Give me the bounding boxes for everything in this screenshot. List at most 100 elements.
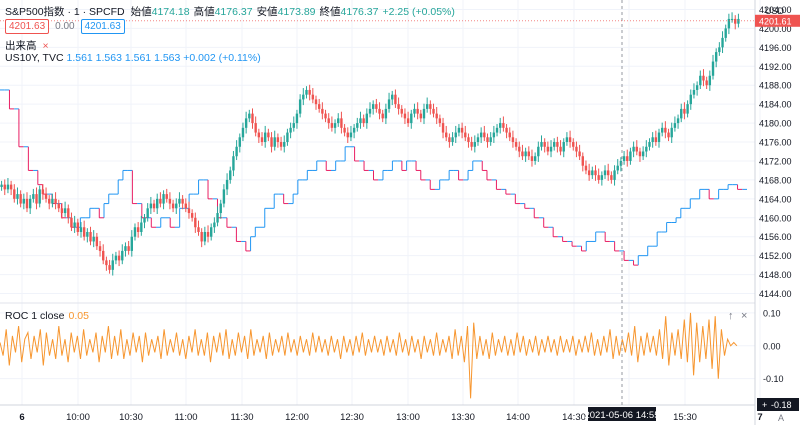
candle-body bbox=[302, 94, 305, 100]
candle-body bbox=[676, 118, 680, 124]
candle-body bbox=[702, 75, 705, 81]
candle-body bbox=[127, 246, 130, 251]
volume-label[interactable]: 出来高 bbox=[5, 40, 37, 52]
candle-body bbox=[194, 217, 197, 228]
candle-body bbox=[152, 203, 156, 209]
candle-body bbox=[130, 236, 134, 251]
time-tick-label: 15:30 bbox=[673, 412, 697, 423]
candle-body bbox=[540, 142, 543, 147]
candle-body bbox=[514, 142, 518, 147]
time-axis[interactable]: 6 10:00 10:30 11:00 11:30 12:00 12:30 13:00 13:3… bbox=[19, 412, 762, 423]
price-axis[interactable]: 4144.00 4148.00 4152.00 4156.00 4160.00 4164.… bbox=[759, 5, 792, 299]
time-tick-label: 13:30 bbox=[451, 412, 475, 423]
candle-body bbox=[537, 146, 540, 157]
candle-body bbox=[425, 104, 429, 109]
price-tick-label: 4160.00 bbox=[759, 213, 792, 223]
candle-body bbox=[632, 146, 635, 152]
grid-lines bbox=[0, 0, 761, 405]
candle-body bbox=[32, 194, 35, 199]
candle-body bbox=[622, 156, 626, 161]
symbol-title[interactable]: S&P500指数 · 1 · SPCFD bbox=[5, 6, 125, 18]
candle-body bbox=[486, 137, 489, 143]
candle-body bbox=[559, 146, 562, 152]
symbol-legend: S&P500指数 · 1 · SPCFD 始値4174.18 高値4176.37 安… bbox=[5, 4, 459, 19]
time-tick-label: 13:00 bbox=[396, 412, 420, 423]
candle-body bbox=[454, 132, 457, 138]
candle-body bbox=[263, 132, 267, 143]
candle-body bbox=[438, 118, 442, 124]
candle-body bbox=[308, 89, 311, 95]
candle-body bbox=[664, 127, 667, 133]
candle-body bbox=[686, 104, 689, 114]
candle-body bbox=[19, 194, 22, 204]
spread-value: 0.00 bbox=[55, 21, 75, 32]
candle-body bbox=[73, 222, 76, 228]
last-price-label: 4201.61 bbox=[759, 16, 792, 26]
pane-close-icon[interactable]: × bbox=[741, 310, 748, 322]
candle-body bbox=[578, 151, 581, 157]
candle-body bbox=[238, 137, 241, 147]
candle-body bbox=[441, 123, 445, 133]
bid-ask-row: 4201.63 0.00 4201.63 bbox=[5, 19, 125, 34]
candle-body bbox=[368, 108, 372, 114]
candle-body bbox=[378, 108, 381, 114]
candle-body bbox=[673, 123, 677, 128]
bid-price-box[interactable]: 4201.63 bbox=[5, 19, 50, 34]
candle-body bbox=[200, 231, 203, 242]
price-tick-label: 4192.00 bbox=[759, 62, 792, 72]
candle-body bbox=[457, 127, 461, 133]
candle-body bbox=[225, 179, 229, 190]
candle-body bbox=[0, 184, 3, 188]
candle-body bbox=[3, 184, 6, 190]
roc-tick-label: -0.10 bbox=[763, 374, 784, 384]
candle-body bbox=[89, 231, 92, 242]
candle-body bbox=[321, 108, 324, 114]
candle-body bbox=[613, 170, 616, 180]
pane-move-up-icon[interactable]: ↑ bbox=[728, 310, 734, 322]
candle-body bbox=[524, 151, 527, 157]
candle-body bbox=[229, 170, 232, 180]
candle-body bbox=[705, 80, 708, 86]
candle-body bbox=[95, 236, 99, 247]
candle-body bbox=[594, 170, 597, 176]
candle-body bbox=[6, 184, 10, 190]
candle-body bbox=[460, 127, 464, 133]
price-tick-label: 4184.00 bbox=[759, 100, 792, 110]
close-icon[interactable]: × bbox=[42, 40, 49, 52]
candle-body bbox=[184, 203, 187, 209]
candle-body bbox=[499, 123, 502, 128]
roc-label[interactable]: ROC 1 close bbox=[5, 310, 65, 322]
roc-axis[interactable]: 0.10 0.00 -0.10 bbox=[763, 308, 784, 384]
ohlc-values: 始値4174.18 高値4176.37 安値4173.89 終値4176.37 +2.2… bbox=[131, 4, 459, 19]
candle-body bbox=[362, 118, 365, 124]
candle-body bbox=[159, 198, 162, 204]
candle-body bbox=[279, 142, 283, 147]
candle-body bbox=[375, 104, 378, 109]
candle-body bbox=[35, 194, 38, 204]
candle-body bbox=[629, 151, 632, 161]
candle-body bbox=[121, 250, 124, 261]
time-tick-label: 14:30 bbox=[562, 412, 586, 423]
time-tick-label: 10:00 bbox=[66, 412, 90, 423]
price-tick-label: 4144.00 bbox=[759, 289, 792, 299]
candle-body bbox=[445, 132, 448, 138]
roc-line bbox=[0, 312, 738, 399]
candle-body bbox=[689, 94, 692, 105]
candle-body bbox=[92, 236, 95, 242]
time-tick-label: 11:00 bbox=[174, 412, 197, 423]
candle-body bbox=[670, 127, 673, 138]
roc-crosshair-label: + -0.18 bbox=[757, 398, 799, 411]
us10y-label[interactable]: US10Y, TVC bbox=[5, 52, 64, 64]
ask-price-box[interactable]: 4201.63 bbox=[80, 19, 125, 34]
candle-body bbox=[257, 132, 261, 138]
roc-crosshair-box bbox=[757, 398, 799, 411]
candle-body bbox=[286, 132, 289, 143]
candle-body bbox=[489, 137, 492, 143]
candle-body bbox=[543, 142, 546, 147]
candle-body bbox=[165, 194, 168, 199]
auto-scale-button[interactable]: A bbox=[778, 413, 785, 423]
candle-body bbox=[67, 208, 70, 218]
candle-body bbox=[660, 127, 664, 133]
spx-candles bbox=[0, 12, 740, 276]
